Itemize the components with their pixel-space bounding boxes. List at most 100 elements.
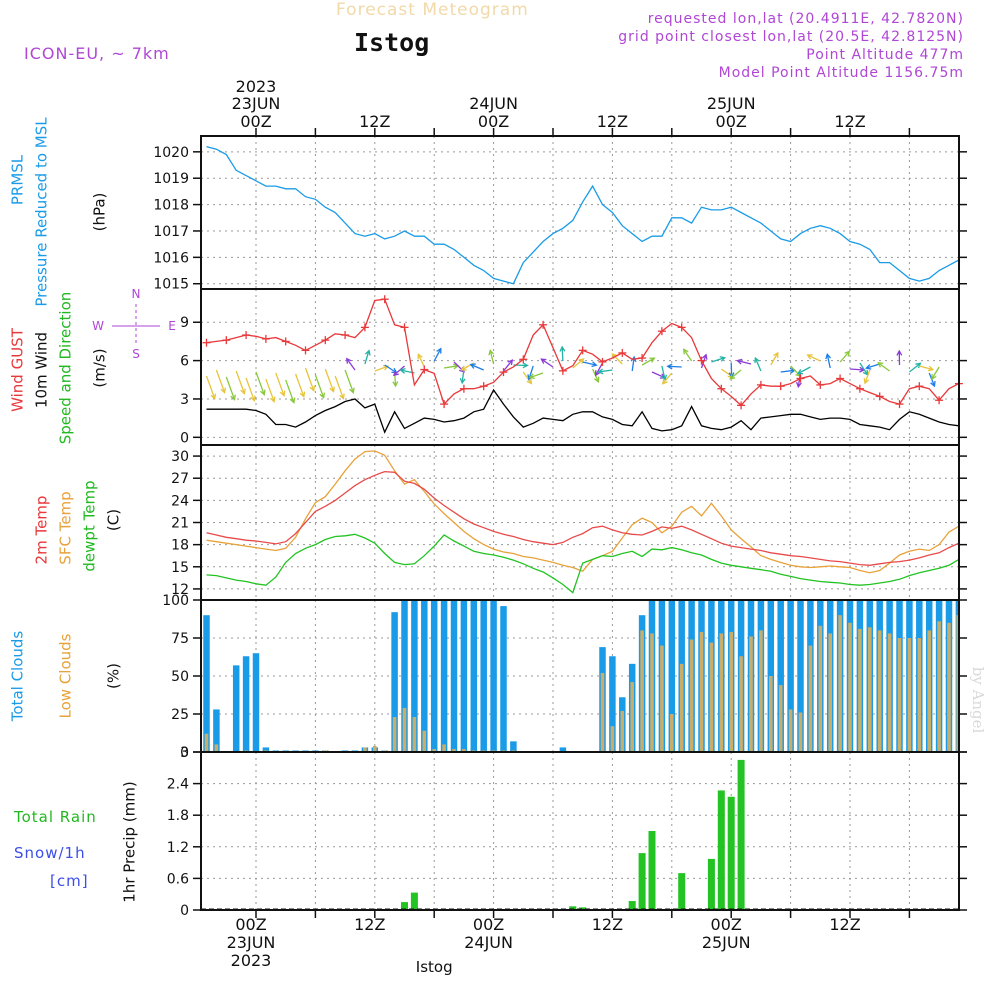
panel-1-frame: [200, 288, 960, 446]
y-tick-label: 1015: [153, 277, 189, 293]
wind-arrow: [489, 350, 495, 365]
wind-arrow-head: [593, 376, 600, 384]
top-date-label: 25JUN: [707, 94, 756, 113]
y-tick-label: 0: [180, 430, 189, 446]
wind-arrow: [346, 358, 356, 371]
wind-arrow: [433, 348, 442, 362]
low-cloud-bar: [808, 645, 813, 752]
wind-arrow: [255, 371, 265, 395]
wind-arrow-head: [260, 389, 266, 396]
wind-arrow: [662, 372, 673, 385]
low-cloud-bar: [937, 621, 941, 752]
wind-arrow: [729, 369, 742, 380]
rain-bar: [410, 892, 418, 910]
y-tick-label: 24: [171, 493, 189, 509]
wind-arrow-head: [578, 358, 585, 364]
wind-arrow-head: [754, 356, 760, 364]
panel-3-grid: 0 25 50 75 100: [162, 593, 967, 761]
wind-arrow: [384, 364, 397, 374]
wind-arrow: [877, 362, 890, 372]
low-cloud-bar: [689, 639, 694, 752]
wind-arrow: [919, 365, 933, 371]
bottom-date-label: 25JUN: [702, 933, 751, 952]
wind10m-line: [206, 388, 959, 434]
wind-arrow-head: [210, 393, 217, 400]
wind-arrow: [522, 371, 532, 384]
location-name: Istog: [354, 28, 430, 57]
tsfc-line: [206, 450, 960, 574]
chart-title: Forecast Meteogram: [336, 0, 529, 20]
panel-4-grid: 0 0.6 1.2 1.8 2.4 3: [167, 745, 967, 919]
low-cloud-bar: [927, 630, 931, 752]
y-tick-label: 1.2: [167, 840, 189, 856]
rain-bar: [648, 831, 656, 910]
panel-1-grid: 0 3 6 9: [180, 289, 967, 446]
wind-arrow-head: [927, 365, 935, 372]
wind-arrow-head: [319, 392, 326, 399]
wind-arrow-head: [666, 363, 673, 370]
wind-arrow: [215, 369, 226, 393]
total-cloud-bar: [559, 747, 567, 752]
y-tick-label: 100: [162, 593, 189, 609]
wind-arrow-head: [796, 369, 804, 375]
wind-arrow: [304, 367, 315, 391]
low-cloud-bar: [600, 672, 605, 752]
wind-arrow: [931, 366, 940, 380]
wind-arrow-head: [289, 397, 296, 404]
bottom-date-label: 24JUN: [464, 933, 513, 952]
wind-arrow: [839, 351, 850, 363]
snow-unit: [cm]: [50, 872, 89, 890]
low-cloud-bar: [670, 714, 674, 752]
wind-arrow: [754, 357, 762, 372]
requested-coords: requested lon,lat (20.4911E, 42.7820N): [647, 11, 964, 27]
bottom-location-label: Istog: [416, 958, 453, 976]
total-cloud-bar: [242, 656, 250, 752]
y-tick-label: 1016: [153, 250, 189, 266]
wind-arrow-head: [931, 373, 937, 381]
wind-arrow-head: [683, 348, 689, 355]
rain-bar: [401, 902, 408, 910]
wind-arrow-head: [339, 393, 345, 400]
y-tick-label: 3: [180, 745, 189, 761]
bottom-time-label: 00Z: [473, 915, 504, 934]
wind-arrow: [572, 358, 584, 369]
low-cloud-bar: [729, 631, 733, 752]
total-cloud-bar: [430, 600, 438, 752]
wind-arrow: [561, 346, 564, 362]
wind-arrow-head: [719, 356, 727, 362]
low-cloud-bar: [719, 633, 724, 752]
bottom-year-label: 2023: [231, 951, 272, 970]
wind-arrow: [285, 379, 295, 403]
wind-arrow: [667, 365, 682, 368]
y-tick-label: 9: [180, 315, 189, 331]
wind-arrow-head: [595, 370, 601, 377]
low-cloud-bar: [759, 630, 763, 752]
rain-bar: [717, 790, 725, 910]
low-cloud-bar: [442, 744, 446, 752]
top-time-label: 00Z: [716, 112, 747, 131]
low-cloud-bar: [640, 630, 644, 752]
wind-arrow-head: [250, 395, 256, 402]
y-tick-label: 75: [171, 631, 189, 647]
low-cloud-bar: [679, 663, 684, 752]
rain-bar: [737, 759, 745, 910]
wind-arrow: [611, 353, 623, 365]
total-cloud-bar: [510, 741, 517, 752]
total-cloud-bar: [500, 606, 507, 752]
wind-arrow: [314, 374, 325, 398]
wind-arrow: [417, 354, 425, 368]
model-altitude: Model Point Altitude 1156.75m: [718, 65, 964, 81]
top-time-label: 12Z: [597, 112, 628, 131]
low-cloud-bar: [650, 633, 654, 752]
wind-arrow: [790, 365, 801, 377]
rain-bar: [678, 873, 686, 910]
wind-arrow-head: [736, 358, 743, 365]
rain-label: Total Rain: [14, 808, 97, 826]
total-cloud-bar: [391, 612, 398, 752]
wind-arrow: [225, 376, 236, 400]
low-cloud-bar: [432, 748, 436, 752]
wind-arrow: [598, 369, 613, 373]
y-tick-label: 1.8: [167, 808, 189, 824]
y-tick-label: 25: [171, 707, 189, 723]
bottom-time-label: 12Z: [354, 915, 385, 934]
